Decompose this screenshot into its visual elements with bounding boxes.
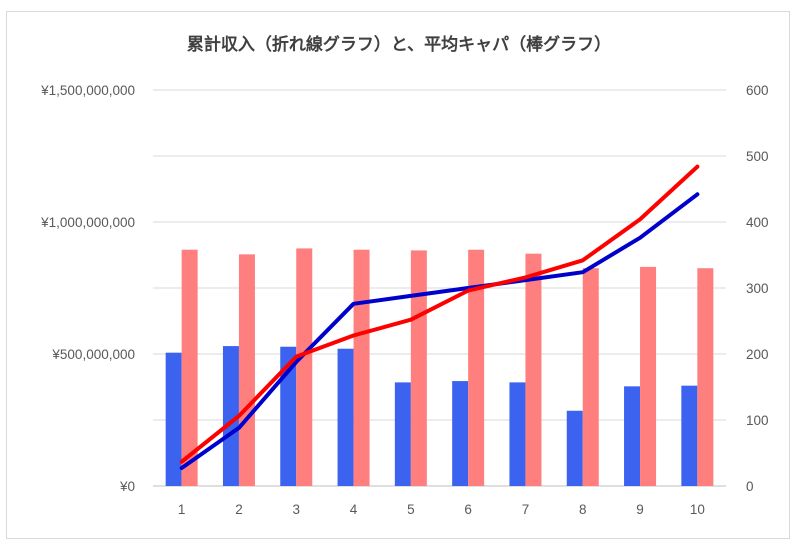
bar-series-1-bar: [566, 410, 583, 486]
bar-series-1-bar: [394, 382, 411, 486]
y-right-tick-label: 0: [746, 479, 754, 494]
bar-series-1-bar: [222, 346, 239, 486]
line-series-2: [179, 164, 700, 464]
bar-series-1-bar: [337, 348, 354, 486]
y-right-tick-label: 600: [746, 83, 769, 98]
x-tick-label: 10: [690, 502, 705, 517]
bar-series-1-bar: [681, 385, 698, 486]
bar-series-2-bar: [640, 266, 657, 486]
bar-series-1-bar: [165, 352, 182, 486]
x-tick-label: 6: [464, 502, 472, 517]
bars: [165, 248, 714, 486]
y-left-tick-label: ¥1,500,000,000: [40, 83, 135, 98]
y-right-tick-label: 200: [746, 347, 769, 362]
y-right-tick-label: 500: [746, 149, 769, 164]
x-tick-label: 5: [407, 502, 415, 517]
bar-series-2-bar: [582, 268, 599, 486]
bar-series-2-bar: [410, 250, 427, 486]
y-left-tick-label: ¥500,000,000: [51, 347, 135, 362]
bar-series-1-bar: [452, 381, 469, 486]
y-right-tick-label: 400: [746, 215, 769, 230]
bar-series-2-bar: [525, 253, 542, 486]
x-tick-label: 9: [636, 502, 644, 517]
x-tick-label: 2: [235, 502, 243, 517]
x-tick-label: 4: [350, 502, 358, 517]
bar-series-2-bar: [697, 268, 714, 486]
lines: [179, 164, 700, 470]
line-series-1: [179, 192, 700, 470]
bar-series-1-bar: [509, 382, 526, 486]
bar-series-1-bar: [624, 386, 641, 486]
bar-series-2-bar: [296, 248, 313, 486]
axes: ¥0 ¥500,000,000 ¥1,000,000,000 ¥1,500,000,0…: [40, 83, 768, 517]
bar-series-1-bar: [280, 346, 297, 486]
x-tick-label: 3: [292, 502, 300, 517]
chart: 累計収入（折れ線グラフ）と、平均キャパ（棒グラフ） ¥0 ¥500,000,000…: [40, 34, 768, 517]
bar-series-2-bar: [468, 249, 485, 486]
y-left-tick-label: ¥0: [119, 479, 135, 494]
y-right-tick-label: 300: [746, 281, 769, 296]
y-left-tick-label: ¥1,000,000,000: [40, 215, 135, 230]
chart-frame: 累計収入（折れ線グラフ）と、平均キャパ（棒グラフ） ¥0 ¥500,000,000…: [6, 11, 790, 539]
y-right-tick-label: 100: [746, 413, 769, 428]
bar-series-2-bar: [238, 254, 255, 486]
bar-series-2-bar: [181, 249, 198, 486]
x-tick-label: 8: [579, 502, 587, 517]
x-tick-label: 1: [178, 502, 186, 517]
chart-title: 累計収入（折れ線グラフ）と、平均キャパ（棒グラフ）: [187, 34, 611, 55]
x-tick-label: 7: [522, 502, 530, 517]
bar-series-2-bar: [353, 249, 370, 486]
